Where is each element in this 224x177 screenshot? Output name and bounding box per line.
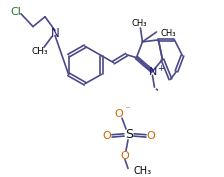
- Text: Cl: Cl: [10, 7, 21, 17]
- Text: CH₃: CH₃: [133, 166, 151, 176]
- Text: O: O: [147, 131, 155, 141]
- Text: O: O: [103, 131, 111, 141]
- Text: ⁻: ⁻: [124, 105, 130, 115]
- Text: +: +: [157, 64, 164, 73]
- Text: N: N: [51, 27, 59, 40]
- Text: CH₃: CH₃: [132, 19, 147, 28]
- Text: N: N: [149, 67, 158, 77]
- Text: CH₃: CH₃: [32, 47, 48, 56]
- Text: O: O: [121, 151, 129, 161]
- Text: S: S: [125, 129, 133, 141]
- Text: O: O: [115, 109, 123, 119]
- Text: CH₃: CH₃: [160, 30, 176, 38]
